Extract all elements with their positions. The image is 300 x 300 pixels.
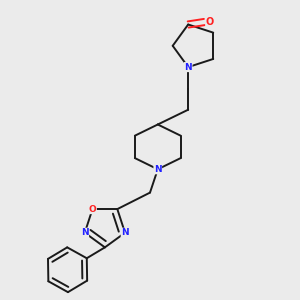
Text: N: N (121, 228, 129, 237)
Text: N: N (154, 165, 162, 174)
Text: N: N (184, 63, 192, 72)
Text: O: O (206, 17, 214, 27)
Text: N: N (81, 228, 88, 237)
Text: O: O (88, 205, 96, 214)
